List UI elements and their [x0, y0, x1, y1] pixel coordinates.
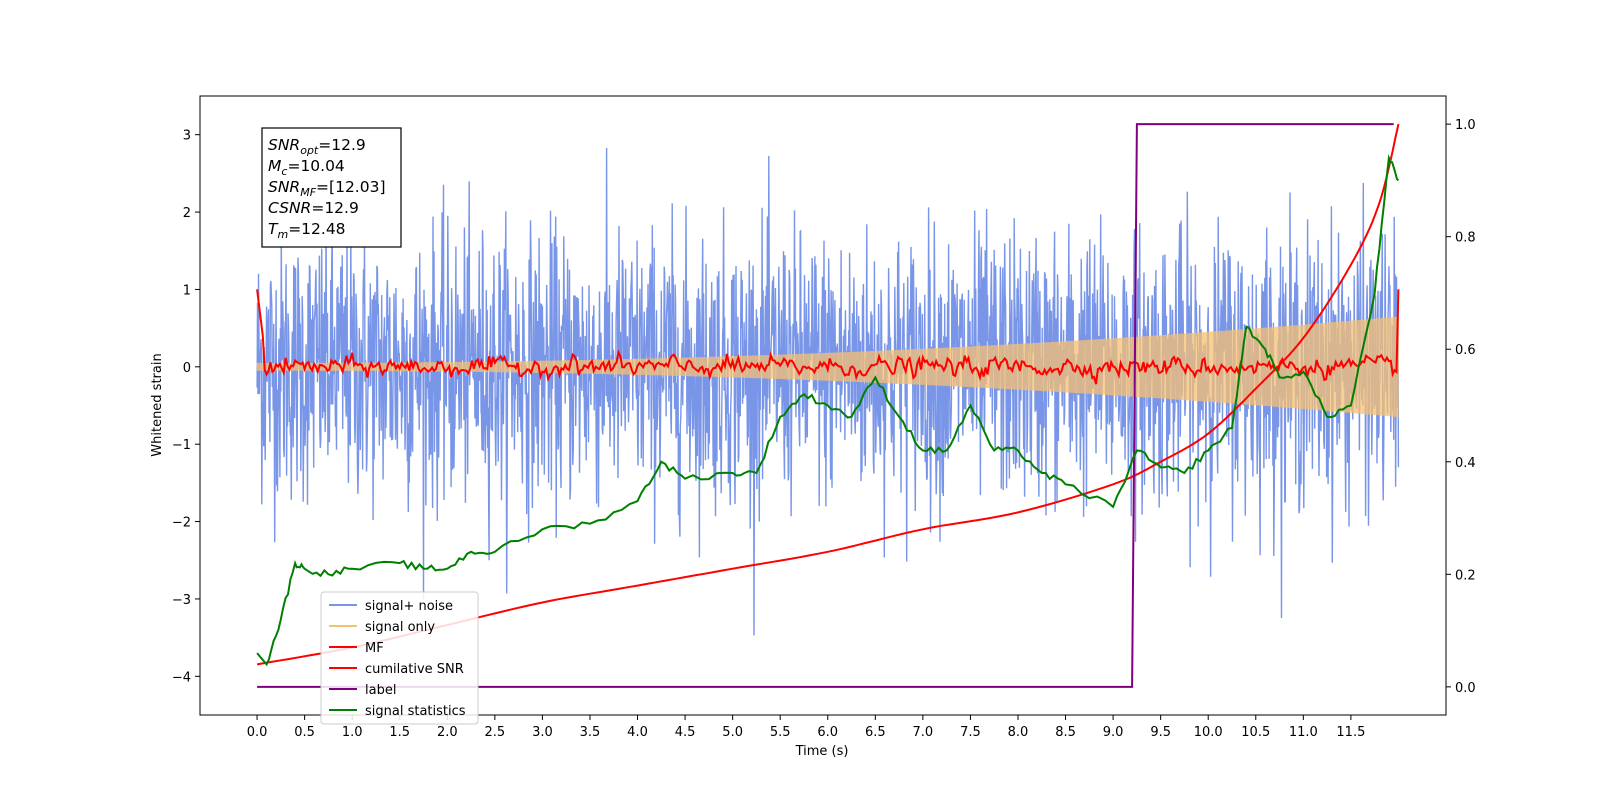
legend-entry: signal+ noise [365, 599, 453, 614]
y2-tick-label: 0.6 [1455, 343, 1476, 358]
series-signal-statistics [256, 153, 1400, 667]
annotation-line: CSNR=12.9 [268, 199, 359, 217]
y-tick-label: −1 [172, 438, 191, 453]
x-tick-label: 9.0 [1103, 725, 1124, 740]
x-tick-label: 5.5 [770, 725, 791, 740]
y-tick-label: −2 [172, 516, 191, 531]
x-tick-label: 7.0 [913, 725, 934, 740]
y2-tick-label: 0.8 [1455, 231, 1476, 246]
annotation-box: SNRopt=12.9Mc=10.04SNRMF=[12.03]CSNR=12.… [261, 127, 402, 248]
legend-entry: label [365, 683, 396, 698]
y-tick-label: 3 [183, 129, 191, 144]
series-label [257, 123, 1394, 688]
y-tick-label: 2 [183, 206, 191, 221]
legend: signal+ noise signal only MF cumilative SNR… [320, 591, 479, 725]
x-tick-label: 6.5 [865, 725, 886, 740]
y-tick-label: −3 [172, 593, 191, 608]
x-tick-label: 9.5 [1150, 725, 1171, 740]
y-tick-label: −4 [172, 670, 191, 685]
series-cumulative-snr [256, 123, 1400, 666]
x-tick-label: 8.0 [1008, 725, 1029, 740]
y-axis-left: 3 2 1 0 −4 −3 −2 −1 [172, 129, 200, 685]
x-tick-label: 4.5 [675, 725, 696, 740]
series-layer [256, 123, 1400, 688]
x-axis-label: Time (s) [795, 744, 849, 759]
legend-entry: signal only [365, 620, 435, 635]
annotation-line: SNRopt=12.9 [268, 136, 366, 157]
plot-frame [199, 95, 1447, 716]
x-tick-label: 3.0 [532, 725, 553, 740]
y2-tick-label: 0.0 [1455, 681, 1476, 696]
x-tick-label: 1.5 [389, 725, 410, 740]
x-tick-label: 2.5 [485, 725, 506, 740]
x-axis: 0.0 0.5 1.0 1.5 2.0 2.5 3.0 3.5 4.0 4.5 5.0 5.5 6.0 6… [247, 715, 1365, 740]
annotation-line: Tm=12.48 [268, 220, 346, 241]
annotation-line: Mc=10.04 [268, 157, 345, 178]
x-tick-label: 3.5 [580, 725, 601, 740]
legend-entry: cumilative SNR [365, 662, 464, 677]
x-tick-label: 11.0 [1289, 725, 1318, 740]
legend-frame [320, 591, 479, 725]
legend-entry: MF [365, 641, 384, 656]
annotation-line: SNRMF=[12.03] [268, 178, 386, 199]
x-tick-label: 1.0 [342, 725, 363, 740]
x-tick-label: 4.0 [627, 725, 648, 740]
x-tick-label: 6.0 [817, 725, 838, 740]
y-tick-label: 1 [183, 283, 191, 298]
x-tick-label: 5.0 [722, 725, 743, 740]
series-mf [256, 289, 1400, 385]
legend-entry: signal statistics [365, 704, 466, 719]
annotation-frame [261, 127, 402, 248]
x-tick-label: 7.5 [960, 725, 981, 740]
y-axis-label: Whitened strain [150, 353, 165, 456]
x-tick-label: 11.5 [1336, 725, 1365, 740]
x-tick-label: 0.5 [294, 725, 315, 740]
x-tick-label: 8.5 [1055, 725, 1076, 740]
y2-tick-label: 0.2 [1455, 568, 1476, 583]
x-tick-label: 10.5 [1241, 725, 1270, 740]
x-tick-label: 0.0 [247, 725, 268, 740]
y2-tick-label: 1.0 [1455, 118, 1476, 133]
x-tick-label: 10.0 [1194, 725, 1223, 740]
y-axis-right: 0.0 0.2 0.4 0.6 0.8 1.0 [1446, 118, 1476, 696]
x-tick-label: 2.0 [437, 725, 458, 740]
y2-tick-label: 0.4 [1455, 456, 1476, 471]
y-tick-label: 0 [183, 361, 191, 376]
